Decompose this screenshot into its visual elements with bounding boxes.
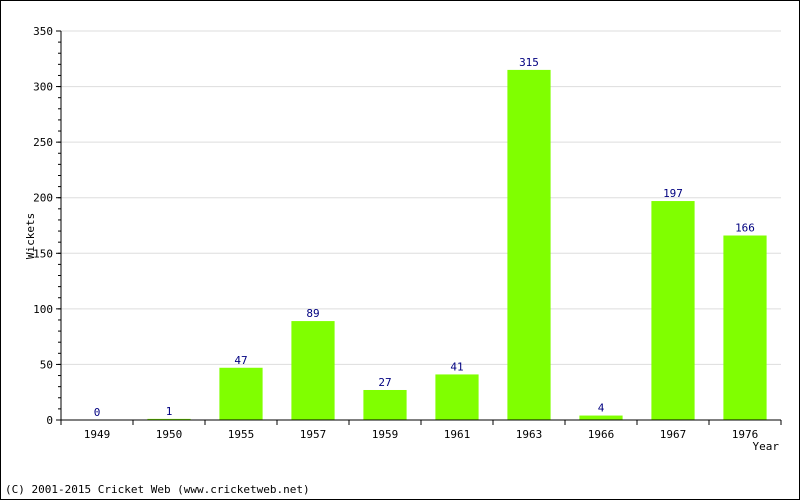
data-label-1961: 41: [450, 360, 463, 373]
y-axis-label: Wickets: [24, 213, 37, 259]
y-tick-label: 150: [33, 247, 53, 260]
data-label-1957: 89: [306, 307, 319, 320]
data-label-1950: 1: [166, 405, 173, 418]
x-tick-label: 1976: [732, 428, 759, 441]
y-tick-label: 350: [33, 25, 53, 38]
bar-1976: [723, 235, 767, 420]
data-label-1949: 0: [94, 406, 101, 419]
y-tick-label: 100: [33, 303, 53, 316]
data-label-1966: 4: [598, 402, 605, 415]
data-label-1955: 47: [234, 354, 247, 367]
bar-1959: [363, 389, 407, 420]
bar-1966: [579, 415, 623, 420]
bar-1957: [291, 321, 335, 420]
bar-1955: [219, 367, 263, 420]
axis-layer: 0 50 100 150 200 250 300 350 1949 1950 1955 1957 195…: [33, 25, 782, 441]
x-tick-label: 1959: [372, 428, 399, 441]
x-tick-label: 1966: [588, 428, 615, 441]
y-tick-label: 0: [46, 414, 53, 427]
x-tick-label: 1961: [444, 428, 471, 441]
x-tick-label: 1963: [516, 428, 543, 441]
x-tick-label: 1955: [228, 428, 255, 441]
x-tick-label: 1950: [156, 428, 183, 441]
bar-1950: [147, 418, 191, 420]
data-label-1959: 27: [378, 376, 391, 389]
y-tick-label: 200: [33, 192, 53, 205]
y-tick-label: 300: [33, 81, 53, 94]
x-axis-label: Year: [753, 440, 780, 453]
copyright-footer: (C) 2001-2015 Cricket Web (www.cricketwe…: [5, 483, 310, 496]
x-tick-label: 1967: [660, 428, 687, 441]
grid-layer: [61, 30, 781, 421]
data-label-1963: 315: [519, 56, 539, 69]
bars-layer: 0 1 47 89 27 41 315 4 197 166: [94, 56, 767, 421]
x-tick-label: 1949: [84, 428, 111, 441]
bar-1967: [651, 201, 695, 420]
y-tick-label: 50: [40, 358, 53, 371]
data-label-1967: 197: [663, 187, 683, 200]
data-label-1976: 166: [735, 222, 755, 235]
bar-1963: [507, 69, 551, 421]
bar-1961: [435, 374, 479, 420]
x-tick-label: 1957: [300, 428, 327, 441]
y-tick-label: 250: [33, 136, 53, 149]
